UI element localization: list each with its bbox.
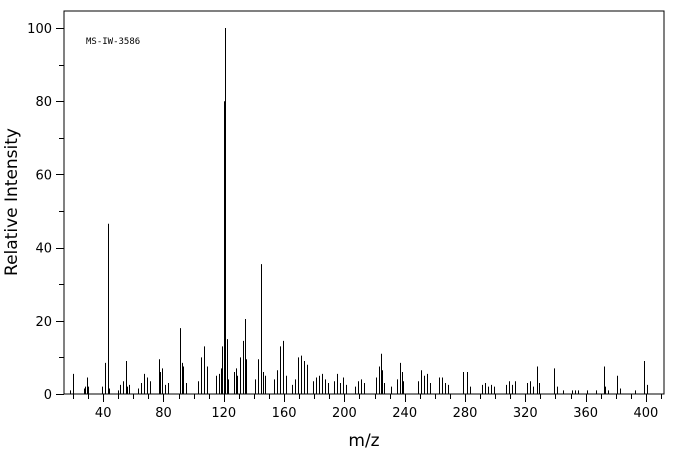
y-tick-label: 60	[35, 168, 52, 183]
x-tick-label: 160	[272, 406, 297, 421]
x-tick-label: 360	[573, 406, 598, 421]
x-tick-label: 200	[332, 406, 357, 421]
x-tick-label: 120	[211, 406, 236, 421]
plot-frame	[63, 10, 665, 395]
x-tick-label: 400	[633, 406, 658, 421]
x-tick-label: 80	[155, 406, 172, 421]
y-tick-label: 20	[35, 315, 52, 330]
x-tick-label: 320	[513, 406, 538, 421]
peak-group	[70, 28, 648, 394]
x-tick-label: 240	[392, 406, 417, 421]
y-tick-label: 40	[35, 242, 52, 257]
x-axis-ticks: 40 80 120 160 200 240 280 320 360 400	[73, 394, 662, 421]
y-axis-ticks: 0 20 40 60 80 100	[27, 22, 64, 403]
x-axis-title: m/z	[348, 431, 379, 451]
y-tick-label: 80	[35, 95, 52, 110]
x-tick-label: 40	[95, 406, 112, 421]
spectrum-id-annotation: MS-IW-3586	[86, 37, 140, 47]
x-tick-label: 280	[453, 406, 478, 421]
y-axis-title: Relative Intensity	[2, 128, 22, 276]
y-tick-label: 100	[27, 22, 52, 37]
y-tick-label: 0	[44, 388, 52, 403]
